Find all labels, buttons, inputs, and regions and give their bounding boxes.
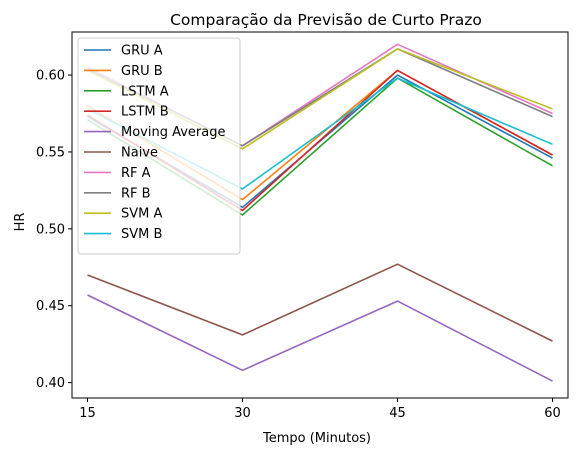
legend-label-5: Naive bbox=[121, 146, 158, 161]
legend-label-8: SVM A bbox=[121, 207, 162, 222]
x-tick-label-1: 30 bbox=[234, 406, 251, 421]
x-axis-label: Tempo (Minutos) bbox=[262, 431, 371, 446]
y-tick-label-1: 0.45 bbox=[36, 299, 65, 314]
legend-label-0: GRU A bbox=[121, 44, 163, 59]
legend-label-9: SVM B bbox=[121, 227, 162, 242]
y-tick-label-2: 0.50 bbox=[36, 222, 65, 237]
x-tick-label-0: 15 bbox=[79, 406, 96, 421]
series-line-5 bbox=[87, 263, 553, 342]
x-tick-label-3: 60 bbox=[544, 406, 561, 421]
y-axis-label: HR bbox=[13, 213, 28, 232]
legend-label-6: RF A bbox=[121, 166, 151, 181]
series-line-4 bbox=[87, 294, 553, 382]
legend-label-4: Moving Average bbox=[121, 125, 225, 140]
legend-box bbox=[77, 37, 241, 255]
x-tick-label-2: 45 bbox=[389, 406, 406, 421]
legend-label-7: RF B bbox=[121, 186, 151, 201]
x-axis: 15 30 45 60 bbox=[79, 398, 561, 421]
y-tick-label-0: 0.40 bbox=[36, 376, 65, 391]
legend-label-1: GRU B bbox=[121, 64, 163, 79]
chart-title: Comparação da Previsão de Curto Prazo bbox=[170, 11, 482, 29]
y-axis: 0.40 0.45 0.50 0.55 0.60 bbox=[36, 69, 72, 391]
legend: GRU A GRU B LSTM A LSTM B Moving Average Naiv… bbox=[77, 37, 241, 255]
legend-label-2: LSTM A bbox=[121, 84, 169, 99]
plot-frame bbox=[71, 31, 569, 399]
y-tick-label-3: 0.55 bbox=[36, 145, 65, 160]
y-tick-label-4: 0.60 bbox=[36, 69, 65, 84]
legend-label-3: LSTM B bbox=[121, 105, 169, 120]
